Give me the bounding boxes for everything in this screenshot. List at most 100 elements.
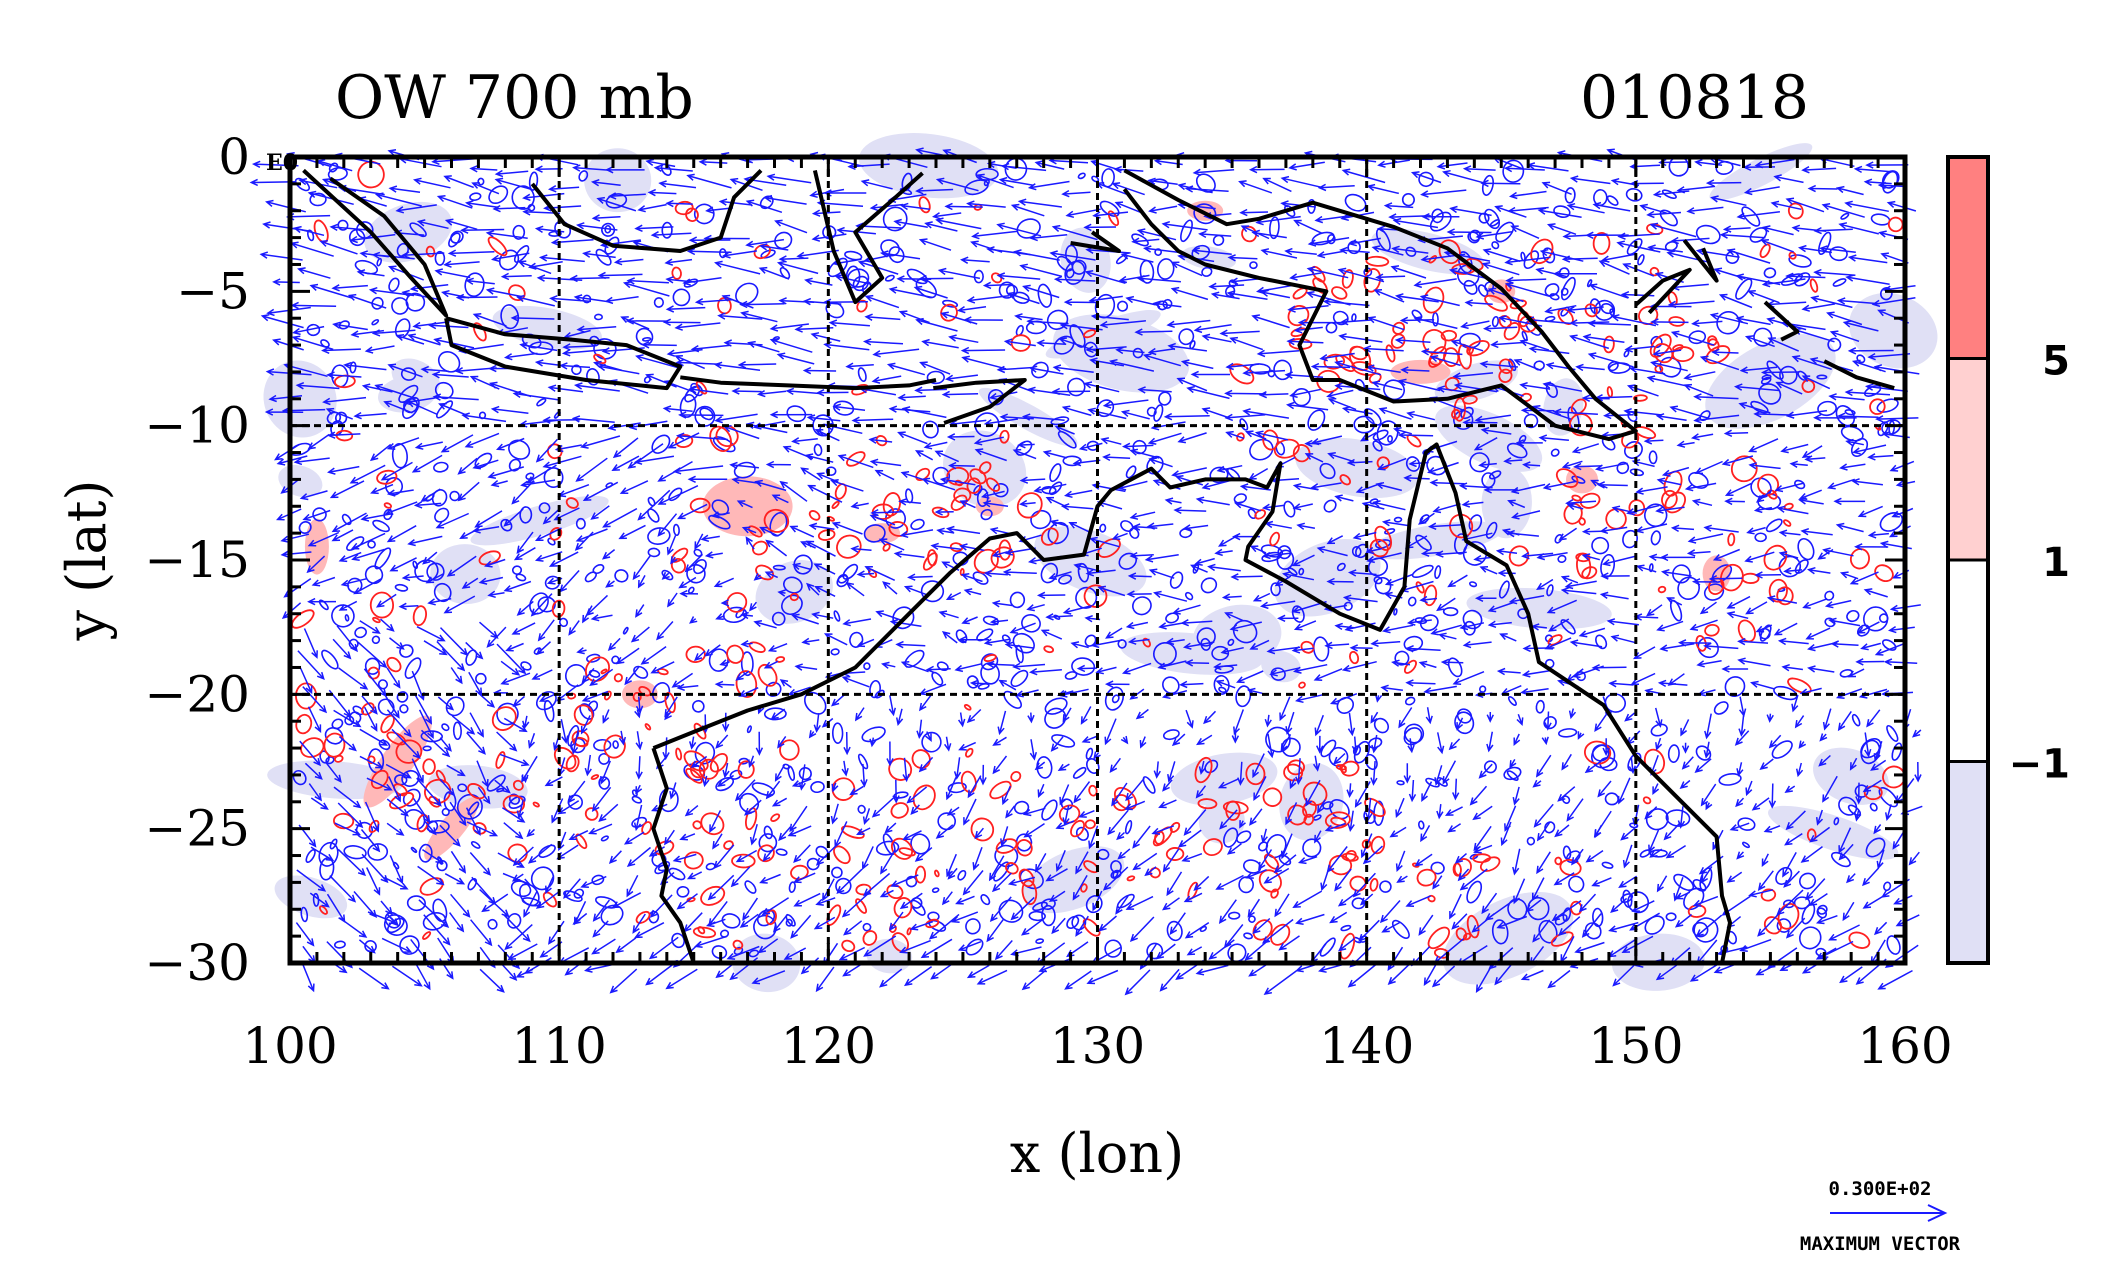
negative-contour	[1425, 777, 1440, 788]
negative-contour	[1064, 260, 1086, 285]
wind-vector	[787, 825, 812, 837]
wind-vector	[1846, 873, 1856, 884]
negative-contour	[318, 599, 329, 611]
wind-vector	[670, 556, 678, 565]
negative-contour	[647, 547, 661, 558]
wind-vector	[1750, 680, 1775, 690]
wind-vector	[811, 209, 841, 217]
wind-vector	[1230, 573, 1263, 581]
wind-vector	[1293, 620, 1317, 631]
negative-contour	[1591, 536, 1610, 555]
wind-vector	[1174, 474, 1204, 486]
wind-vector	[503, 352, 538, 361]
negative-contour	[321, 649, 339, 670]
wind-vector	[845, 581, 865, 597]
wind-vector	[510, 314, 555, 322]
wind-vector	[1280, 734, 1292, 752]
wind-vector	[1774, 482, 1805, 493]
wind-vector	[363, 706, 378, 732]
wind-vector	[935, 824, 954, 839]
wind-vector	[895, 640, 926, 649]
wind-vector	[1059, 784, 1070, 806]
wind-vector	[416, 219, 449, 230]
wind-vector	[500, 660, 521, 676]
wind-vector	[1017, 441, 1035, 449]
wind-vector	[1193, 324, 1232, 334]
negative-contour	[1886, 724, 1899, 742]
wind-vector	[1000, 826, 1009, 847]
wind-vector	[466, 821, 499, 837]
wind-vector	[849, 785, 864, 796]
negative-contour	[399, 704, 409, 714]
wind-vector	[521, 774, 529, 784]
wind-vector	[1676, 440, 1695, 448]
negative-contour	[921, 731, 942, 753]
wind-vector	[1185, 709, 1194, 729]
wind-vector	[527, 732, 536, 749]
wind-vector	[740, 640, 753, 648]
wind-vector	[1195, 964, 1229, 976]
wind-vector	[304, 762, 323, 780]
negative-contour	[1523, 413, 1539, 429]
wind-vector	[1513, 358, 1542, 372]
positive-contour	[689, 497, 711, 514]
wind-vector	[1452, 671, 1485, 685]
wind-vector	[306, 555, 326, 574]
wind-vector	[688, 386, 729, 395]
wind-vector	[608, 850, 622, 864]
wind-vector	[1342, 594, 1378, 603]
negative-contour	[1568, 875, 1585, 893]
negative-contour	[1373, 576, 1383, 585]
wind-vector	[1070, 641, 1089, 649]
wind-vector	[1075, 915, 1089, 937]
wind-vector	[1533, 803, 1554, 828]
wind-vector	[1457, 868, 1470, 882]
wind-vector	[1854, 810, 1862, 822]
wind-vector	[580, 875, 607, 888]
negative-region	[1192, 604, 1282, 669]
wind-vector	[677, 503, 708, 520]
wind-vector	[888, 286, 933, 299]
wind-vector	[713, 844, 735, 870]
wind-vector	[992, 755, 1008, 775]
positive-contour	[1080, 883, 1088, 893]
negative-contour	[349, 361, 357, 374]
wind-vector	[1690, 433, 1714, 441]
wind-vector	[431, 371, 469, 379]
wind-vector	[686, 247, 732, 256]
wind-vector	[1063, 489, 1093, 499]
negative-contour	[980, 662, 1000, 685]
wind-vector	[1055, 820, 1075, 830]
wind-vector	[828, 319, 870, 327]
positive-contour	[912, 784, 936, 811]
wind-vector	[868, 436, 893, 444]
wind-vector	[1646, 210, 1682, 219]
wind-vector	[1334, 494, 1354, 502]
wind-vector	[1836, 297, 1880, 305]
wind-vector	[517, 260, 552, 275]
wind-vector	[1061, 405, 1092, 417]
negative-contour	[1724, 676, 1746, 697]
negative-contour	[410, 846, 418, 853]
positive-contour	[1440, 329, 1458, 342]
wind-vector	[1089, 357, 1125, 367]
positive-contour	[1084, 819, 1096, 830]
negative-contour	[1278, 854, 1292, 866]
wind-vector	[1249, 545, 1267, 554]
positive-contour	[1349, 650, 1360, 665]
wind-vector	[1226, 843, 1242, 855]
wind-vector	[1307, 237, 1350, 247]
wind-vector	[1177, 829, 1202, 848]
wind-vector	[779, 679, 792, 689]
wind-vector	[1594, 713, 1608, 733]
wind-vector	[1753, 505, 1773, 514]
wind-vector	[427, 597, 452, 606]
negative-contour	[1211, 645, 1230, 661]
wind-vector	[1004, 641, 1034, 649]
wind-vector	[612, 437, 639, 459]
positive-contour	[670, 557, 686, 574]
negative-contour	[735, 282, 759, 305]
wind-vector	[769, 410, 813, 419]
negative-contour	[1677, 576, 1700, 600]
wind-vector	[645, 158, 676, 168]
